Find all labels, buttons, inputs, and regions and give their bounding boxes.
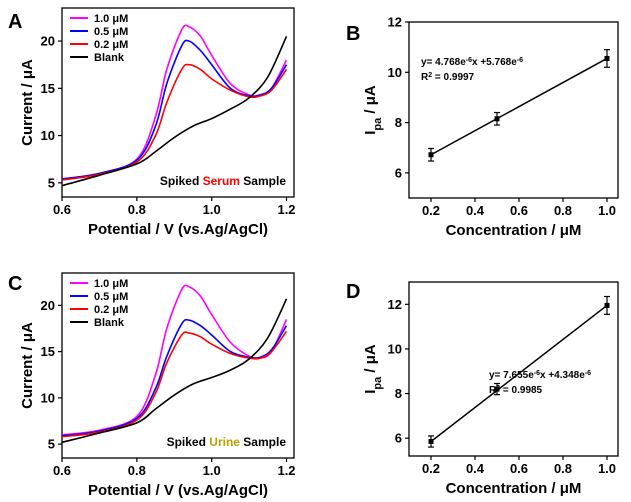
y-tick-label-d-0: 6 bbox=[395, 431, 402, 446]
data-point-b-1 bbox=[494, 116, 500, 122]
x-axis-title-c: Potential / V (vs.Ag/AgCl) bbox=[88, 482, 268, 499]
fit-equation-d: y= 7.655e-6x +4.348e-6 bbox=[489, 370, 591, 382]
x-tick-label-c-2: 1.0 bbox=[203, 463, 221, 478]
plot-frame-c bbox=[61, 272, 295, 459]
plot-frame-d bbox=[408, 281, 619, 457]
y-tick-label-b-0: 6 bbox=[395, 165, 402, 180]
x-tick-label-a-0: 0.6 bbox=[53, 202, 71, 217]
plot-frame-b bbox=[408, 21, 619, 199]
x-axis-title-a: Potential / V (vs.Ag/AgCl) bbox=[88, 221, 268, 238]
annotation-c: Spiked Urine Sample bbox=[167, 435, 287, 449]
y-tick-label-b-2: 10 bbox=[388, 65, 402, 80]
x-tick-label-b-1: 0.4 bbox=[466, 203, 485, 218]
legend-label-c-2: 0.2 μM bbox=[94, 304, 128, 316]
x-tick-label-a-1: 0.8 bbox=[128, 202, 146, 217]
y-tick-label-a-3: 20 bbox=[41, 34, 55, 49]
fit-line-b bbox=[430, 57, 608, 156]
x-axis-title-b: Concentration / μM bbox=[446, 222, 582, 239]
panel-c: C 0.6 0.8 1.0 1.2 5 10 15 20 Potential / V (vs.Ag… bbox=[8, 272, 296, 499]
panel-letter-c: C bbox=[8, 273, 22, 295]
x-tick-label-d-2: 0.6 bbox=[510, 461, 528, 476]
data-point-b-0 bbox=[428, 152, 434, 158]
x-tick-label-c-0: 0.6 bbox=[53, 463, 71, 478]
y-tick-label-b-1: 8 bbox=[395, 115, 402, 130]
x-tick-label-a-3: 1.2 bbox=[277, 202, 295, 217]
legend-label-c-3: Blank bbox=[94, 317, 125, 329]
x-tick-label-a-2: 1.0 bbox=[203, 202, 221, 217]
data-point-d-2 bbox=[604, 302, 610, 308]
data-point-d-0 bbox=[428, 439, 434, 444]
y-tick-label-c-1: 10 bbox=[41, 390, 55, 405]
y-tick-label-d-1: 8 bbox=[395, 386, 402, 401]
series-line-a-3 bbox=[61, 35, 288, 187]
data-point-d-1 bbox=[494, 386, 500, 392]
x-tick-label-b-4: 1.0 bbox=[598, 203, 616, 218]
y-tick-label-a-2: 15 bbox=[41, 81, 55, 96]
y-tick-label-d-3: 12 bbox=[388, 297, 402, 312]
legend-label-c-1: 0.5 μM bbox=[94, 291, 128, 303]
x-tick-label-b-3: 0.8 bbox=[554, 203, 572, 218]
series-line-c-3 bbox=[61, 298, 288, 444]
y-tick-label-c-0: 5 bbox=[48, 437, 55, 452]
x-tick-label-b-0: 0.2 bbox=[422, 203, 440, 218]
legend-label-a-0: 1.0 μM bbox=[94, 13, 128, 25]
panel-d: D 0.2 0.4 0.6 0.8 1.0 6 8 10 12 Concentration / μM… bbox=[346, 281, 619, 497]
series-line-a-2 bbox=[61, 63, 288, 181]
panel-letter-b: B bbox=[346, 23, 360, 45]
x-tick-label-d-1: 0.4 bbox=[466, 461, 485, 476]
y-axis-title-d: Ipa / μA bbox=[362, 344, 384, 394]
y-tick-label-a-0: 5 bbox=[48, 175, 55, 190]
x-tick-label-d-4: 1.0 bbox=[598, 461, 616, 476]
y-axis-title-a: Current / μA bbox=[19, 59, 36, 146]
panel-a: A 0.6 0.8 1.0 1.2 5 10 15 20 Potential / V (vs.Ag… bbox=[8, 7, 296, 238]
x-tick-label-c-3: 1.2 bbox=[277, 463, 295, 478]
fit-r-squared-d: R2 = 0.9985 bbox=[489, 385, 543, 397]
y-tick-label-d-2: 10 bbox=[388, 341, 402, 356]
plot-frame-a bbox=[61, 7, 295, 198]
series-line-c-1 bbox=[61, 318, 288, 437]
series-line-c-2 bbox=[61, 330, 288, 438]
legend-label-c-0: 1.0 μM bbox=[94, 278, 128, 290]
y-tick-label-c-3: 20 bbox=[41, 298, 55, 313]
panel-letter-a: A bbox=[8, 11, 22, 33]
fit-line-d bbox=[430, 304, 608, 443]
fit-r-squared-b: R2 = 0.9997 bbox=[421, 72, 475, 84]
x-tick-label-d-3: 0.8 bbox=[554, 461, 572, 476]
x-axis-title-d: Concentration / μM bbox=[446, 480, 582, 497]
series-line-a-1 bbox=[61, 39, 288, 180]
data-point-b-2 bbox=[604, 55, 610, 61]
legend-label-a-3: Blank bbox=[94, 52, 125, 64]
y-tick-label-a-1: 10 bbox=[41, 128, 55, 143]
legend-label-a-2: 0.2 μM bbox=[94, 39, 128, 51]
annotation-a: Spiked Serum Sample bbox=[160, 174, 286, 188]
y-tick-label-b-3: 12 bbox=[388, 15, 402, 30]
panel-letter-d: D bbox=[346, 281, 360, 303]
fit-equation-b: y= 4.768e-6x +5.768e-6 bbox=[421, 57, 523, 69]
y-axis-title-b: Ipa / μA bbox=[362, 85, 384, 135]
x-tick-label-c-1: 0.8 bbox=[128, 463, 146, 478]
x-tick-label-b-2: 0.6 bbox=[510, 203, 528, 218]
y-axis-title-c: Current / μA bbox=[19, 322, 36, 409]
legend-label-a-1: 0.5 μM bbox=[94, 26, 128, 38]
y-tick-label-c-2: 15 bbox=[41, 344, 55, 359]
x-tick-label-d-0: 0.2 bbox=[422, 461, 440, 476]
panel-b: B 0.2 0.4 0.6 0.8 1.0 6 8 10 12 Concentration / μM… bbox=[346, 15, 619, 239]
